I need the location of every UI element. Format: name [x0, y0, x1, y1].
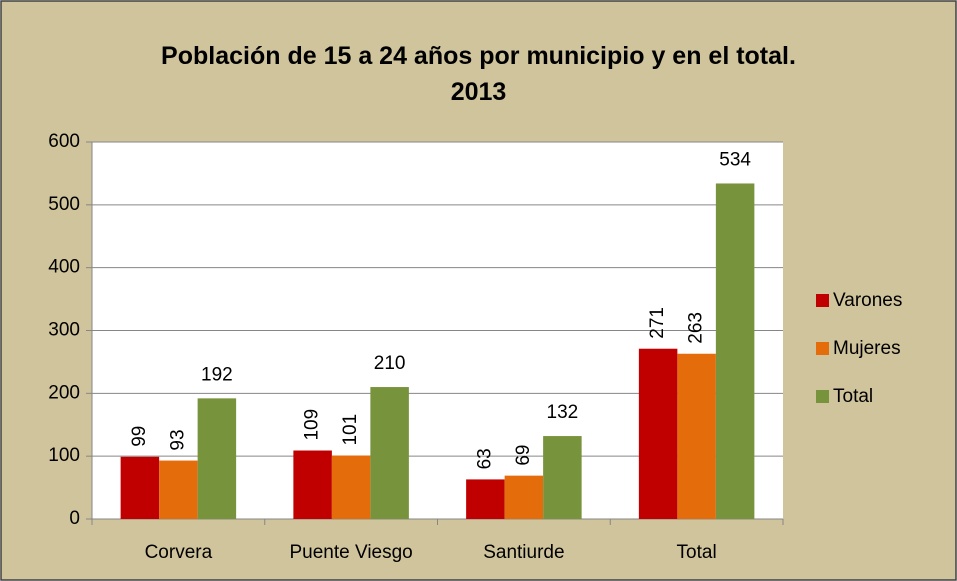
chart-title: Población de 15 a 24 años por municipio …: [161, 42, 796, 106]
y-tick-label: 600: [48, 131, 80, 152]
data-label: 271: [647, 307, 668, 339]
y-tick-label: 400: [48, 257, 80, 278]
bar: [197, 398, 237, 519]
data-label: 63: [474, 448, 495, 469]
y-tick-label: 500: [48, 194, 80, 215]
legend-label: Mujeres: [833, 338, 901, 359]
data-label: 192: [201, 364, 233, 385]
bar: [543, 436, 582, 519]
legend-label: Total: [833, 386, 873, 407]
legend-swatch: [816, 342, 829, 355]
bar: [504, 475, 544, 519]
x-tick-label: Corvera: [145, 542, 213, 563]
x-tick-label: Santiurde: [483, 542, 564, 563]
data-label: 99: [129, 426, 150, 447]
bar: [638, 348, 678, 519]
bar: [677, 353, 716, 519]
bar: [159, 460, 198, 519]
data-label: 263: [686, 312, 707, 344]
bar: [715, 183, 755, 519]
bar: [293, 450, 332, 519]
data-label: 101: [340, 414, 361, 446]
data-label: 210: [374, 353, 406, 374]
y-tick-label: 100: [48, 445, 80, 466]
bar: [120, 456, 160, 519]
x-tick-label: Puente Viesgo: [290, 542, 413, 563]
y-tick-label: 300: [48, 320, 80, 341]
data-label: 132: [547, 402, 579, 423]
y-tick-label: 200: [48, 382, 80, 403]
bar: [466, 479, 505, 519]
data-label: 109: [302, 409, 323, 441]
y-tick-label: 0: [69, 508, 80, 529]
data-label: 93: [167, 429, 188, 450]
data-label: 69: [513, 445, 534, 466]
bar: [331, 455, 371, 519]
data-label: 534: [719, 149, 751, 170]
legend-swatch: [816, 390, 829, 403]
legend-label: Varones: [833, 290, 902, 311]
bar: [370, 387, 409, 519]
legend-swatch: [816, 294, 829, 307]
x-tick-label: Total: [677, 542, 717, 563]
